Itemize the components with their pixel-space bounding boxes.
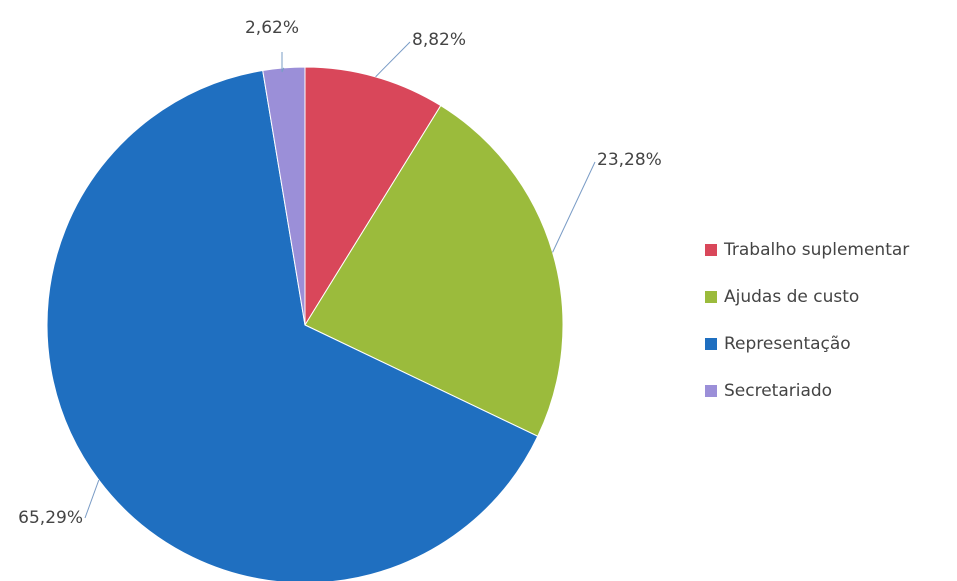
leader-line [281,52,285,73]
legend-swatch [705,385,717,397]
legend-swatch [705,338,717,350]
leader-line [84,479,100,519]
legend-label: Representação [724,334,851,354]
data-label: 23,28% [597,150,662,170]
leader-line [552,161,596,253]
leader-line [375,41,411,78]
data-label: 65,29% [18,508,83,528]
pie-slice [304,104,564,437]
legend-label: Ajudas de custo [724,287,859,307]
legend-swatch [705,244,717,256]
pie-slice [304,66,442,327]
legend-label: Trabalho suplementar [723,240,909,260]
pie-slice [46,69,539,581]
legend-label: Secretariado [724,381,832,401]
legend-swatch [705,291,717,303]
data-label: 8,82% [412,30,466,50]
data-label: 2,62% [245,18,299,38]
